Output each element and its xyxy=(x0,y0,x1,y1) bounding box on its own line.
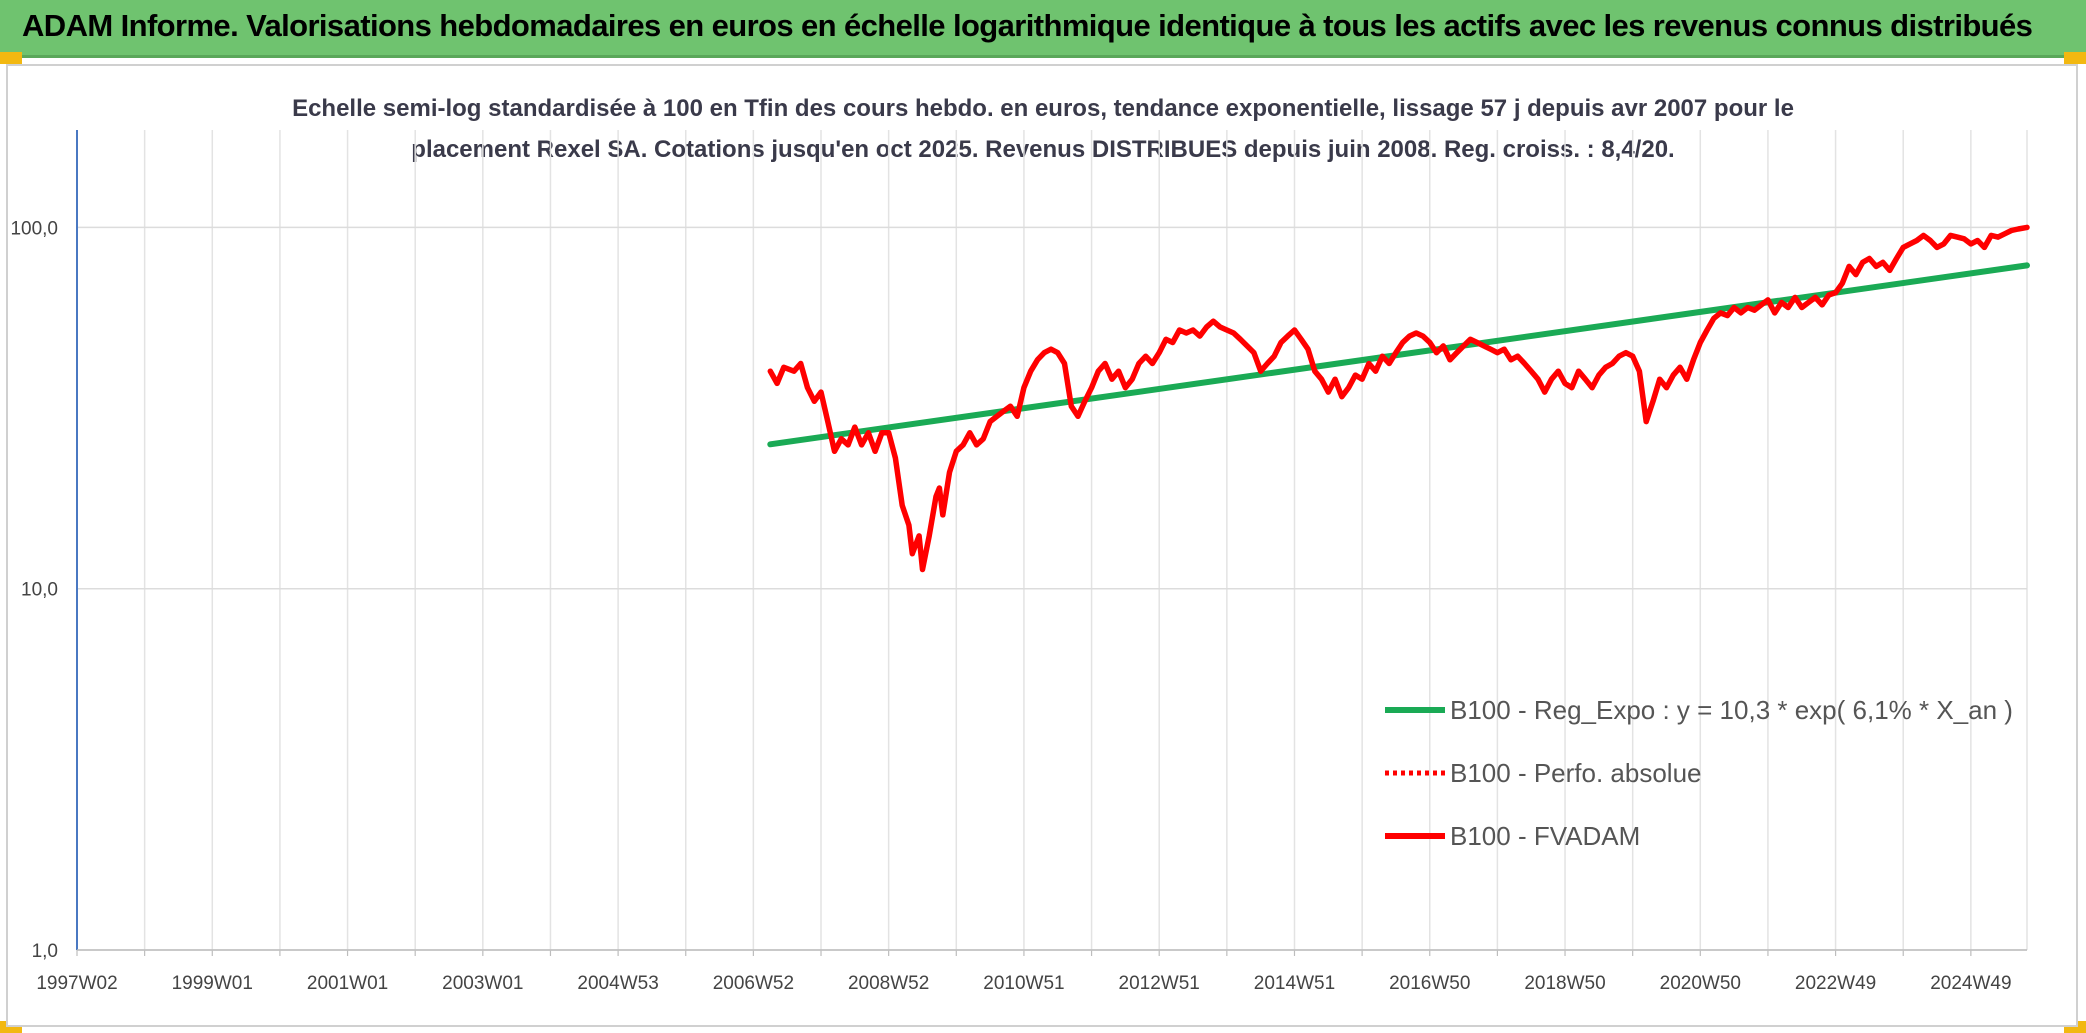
x-tick-label: 2016W50 xyxy=(1389,973,1470,994)
y-tick-label: 10,0 xyxy=(21,580,58,601)
chart-title-line-2: placement Rexel SA. Cotations jusqu'en o… xyxy=(411,136,1674,163)
y-tick-label: 1,0 xyxy=(32,941,58,962)
legend-label: B100 - Reg_Expo : y = 10,3 * exp( 6,1% *… xyxy=(1450,695,2013,725)
series-line-3 xyxy=(767,224,2030,573)
series-line-1 xyxy=(767,262,2030,448)
x-tick-label: 2020W50 xyxy=(1660,973,1741,994)
chart-title-line-1: Echelle semi-log standardisée à 100 en T… xyxy=(292,95,1794,122)
y-tick-label: 100,0 xyxy=(10,218,58,239)
x-tick-label: 2010W51 xyxy=(983,973,1064,994)
x-tick-label: 2003W01 xyxy=(442,973,523,994)
x-tick-label: 2012W51 xyxy=(1119,973,1200,994)
x-tick-label: 2004W53 xyxy=(577,973,658,994)
chart-frame xyxy=(6,64,2078,1027)
corner-marker-left xyxy=(0,52,22,64)
x-tick-label: 2018W50 xyxy=(1524,973,1605,994)
x-tick-label: 2022W49 xyxy=(1795,973,1876,994)
x-tick-label: 2001W01 xyxy=(307,973,388,994)
x-tick-label: 2008W52 xyxy=(848,973,929,994)
corner-marker-right xyxy=(2064,52,2086,64)
legend-label: B100 - FVADAM xyxy=(1450,821,1640,851)
x-tick-label: 1999W01 xyxy=(172,973,253,994)
x-tick-label: 2014W51 xyxy=(1254,973,1335,994)
x-tick-label: 2006W52 xyxy=(713,973,794,994)
report-title: ADAM Informe. Valorisations hebdomadaire… xyxy=(22,8,2033,43)
x-tick-label: 2024W49 xyxy=(1930,973,2011,994)
legend-label: B100 - Perfo. absolue xyxy=(1450,758,1702,788)
x-tick-label: 1997W02 xyxy=(36,973,117,994)
report-banner: ADAM Informe. Valorisations hebdomadaire… xyxy=(0,0,2086,58)
